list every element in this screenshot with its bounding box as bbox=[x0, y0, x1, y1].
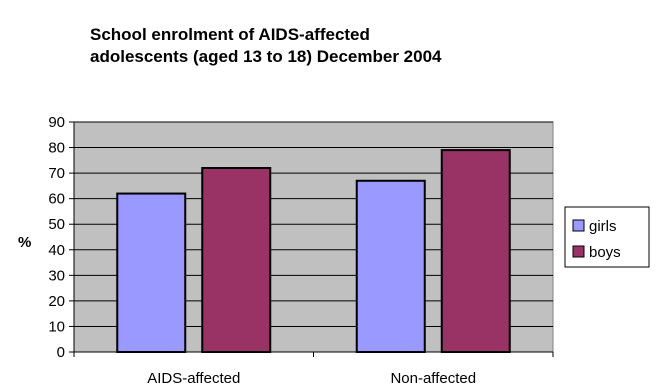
bars bbox=[116, 149, 511, 353]
y-tick-label: 50 bbox=[48, 216, 65, 233]
y-axis-ticks: 0 10 20 30 40 50 60 70 80 90 bbox=[48, 114, 65, 361]
x-category-label: Non-affected bbox=[390, 370, 476, 387]
y-tick-label: 90 bbox=[48, 114, 65, 131]
chart-title-line-1: School enrolment of AIDS-affected bbox=[90, 25, 370, 44]
y-tick-label: 60 bbox=[48, 191, 65, 208]
y-tick-label: 80 bbox=[48, 140, 65, 157]
bar-girls-non-affected bbox=[355, 179, 426, 353]
y-axis-label: % bbox=[18, 234, 31, 251]
bar-boys-non-affected bbox=[440, 149, 511, 353]
legend: girls boys bbox=[564, 206, 650, 268]
legend-label-boys: boys bbox=[589, 244, 621, 261]
legend-swatch-boys bbox=[572, 245, 585, 258]
y-tick-label: 30 bbox=[48, 267, 65, 284]
bar-girls-aids-affected bbox=[116, 192, 187, 353]
bar-boys-aids-affected bbox=[201, 167, 272, 353]
legend-label-girls: girls bbox=[589, 218, 617, 235]
x-axis-categories: AIDS-affected Non-affected bbox=[147, 370, 476, 387]
axes bbox=[69, 121, 554, 357]
y-tick-label: 0 bbox=[57, 344, 65, 361]
y-tick-label: 10 bbox=[48, 318, 65, 335]
x-category-label: AIDS-affected bbox=[147, 370, 240, 387]
y-tick-label: 40 bbox=[48, 242, 65, 259]
chart-title-line-2: adolescents (aged 13 to 18) December 200… bbox=[90, 47, 442, 66]
legend-swatch-girls bbox=[572, 219, 585, 232]
chart-title: School enrolment of AIDS-affected adoles… bbox=[90, 25, 442, 66]
y-tick-label: 20 bbox=[48, 293, 65, 310]
y-tick-label: 70 bbox=[48, 165, 65, 182]
